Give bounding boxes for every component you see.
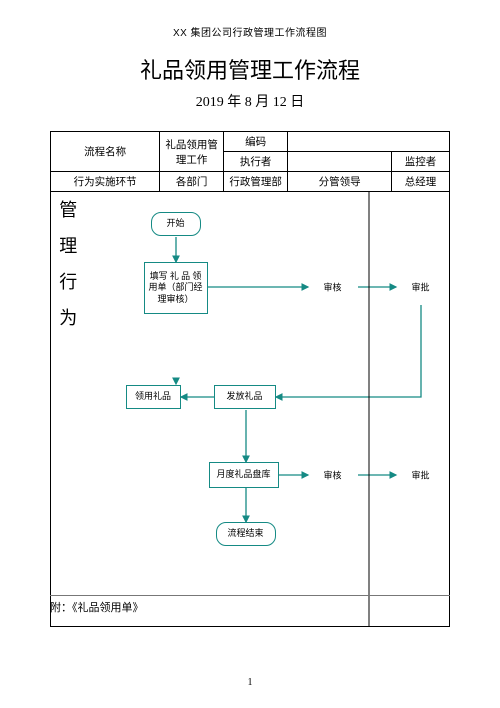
node-receive: 领用礼品 <box>126 385 181 409</box>
doc-date: 2019 年 8 月 12 日 <box>50 91 450 111</box>
connectors <box>86 192 451 627</box>
cell-process-name-value: 礼品领用管理工作 <box>160 132 224 172</box>
cell-leader: 分管领导 <box>288 172 392 192</box>
cell-executor-label: 执行者 <box>224 152 288 172</box>
doc-header: XX 集团公司行政管理工作流程图 <box>50 24 450 39</box>
label-approve-2: 审批 <box>401 469 441 482</box>
cell-executor-value <box>288 152 392 172</box>
side-char: 行 <box>51 264 86 300</box>
cell-gm: 总经理 <box>392 172 450 192</box>
cell-code-label: 编码 <box>224 132 288 152</box>
cell-code-value <box>288 132 450 152</box>
node-end: 流程结束 <box>216 522 276 546</box>
cell-process-name-label: 流程名称 <box>51 132 160 172</box>
label-review-2: 审核 <box>313 469 353 482</box>
side-label-cell: 管 理 行 为 <box>51 192 86 627</box>
side-char: 管 <box>51 192 86 228</box>
cell-dept: 各部门 <box>160 172 224 192</box>
flowchart: 开始 填写 礼 品 领 用单（部门经 理审核） 审核 审批 领用礼品 <box>86 192 450 626</box>
side-char: 为 <box>51 300 86 336</box>
node-start: 开始 <box>151 212 201 236</box>
cell-monitor-label: 监控者 <box>392 152 450 172</box>
page-title: 礼品领用管理工作流程 <box>50 53 450 85</box>
cell-admin: 行政管理部 <box>224 172 288 192</box>
label-approve-1: 审批 <box>401 281 441 294</box>
page-number: 1 <box>50 677 450 688</box>
node-monthly: 月度礼品盘库 <box>209 462 279 488</box>
side-char: 理 <box>51 228 86 264</box>
table-row: 行为实施环节 各部门 行政管理部 分管领导 总经理 <box>51 172 450 192</box>
table-body-row: 管 理 行 为 <box>51 192 450 627</box>
node-issue: 发放礼品 <box>214 385 276 409</box>
label-review-1: 审核 <box>313 281 353 294</box>
cell-step-label: 行为实施环节 <box>51 172 160 192</box>
node-fill-form: 填写 礼 品 领 用单（部门经 理审核） <box>144 262 208 314</box>
flow-table: 流程名称 礼品领用管理工作 编码 执行者 监控者 行为实施环节 各部门 行政管理… <box>50 131 450 627</box>
table-row: 流程名称 礼品领用管理工作 编码 <box>51 132 450 152</box>
appendix-text: 附：《礼品领用单》 <box>50 595 450 615</box>
page: XX 集团公司行政管理工作流程图 礼品领用管理工作流程 2019 年 8 月 1… <box>50 0 450 708</box>
